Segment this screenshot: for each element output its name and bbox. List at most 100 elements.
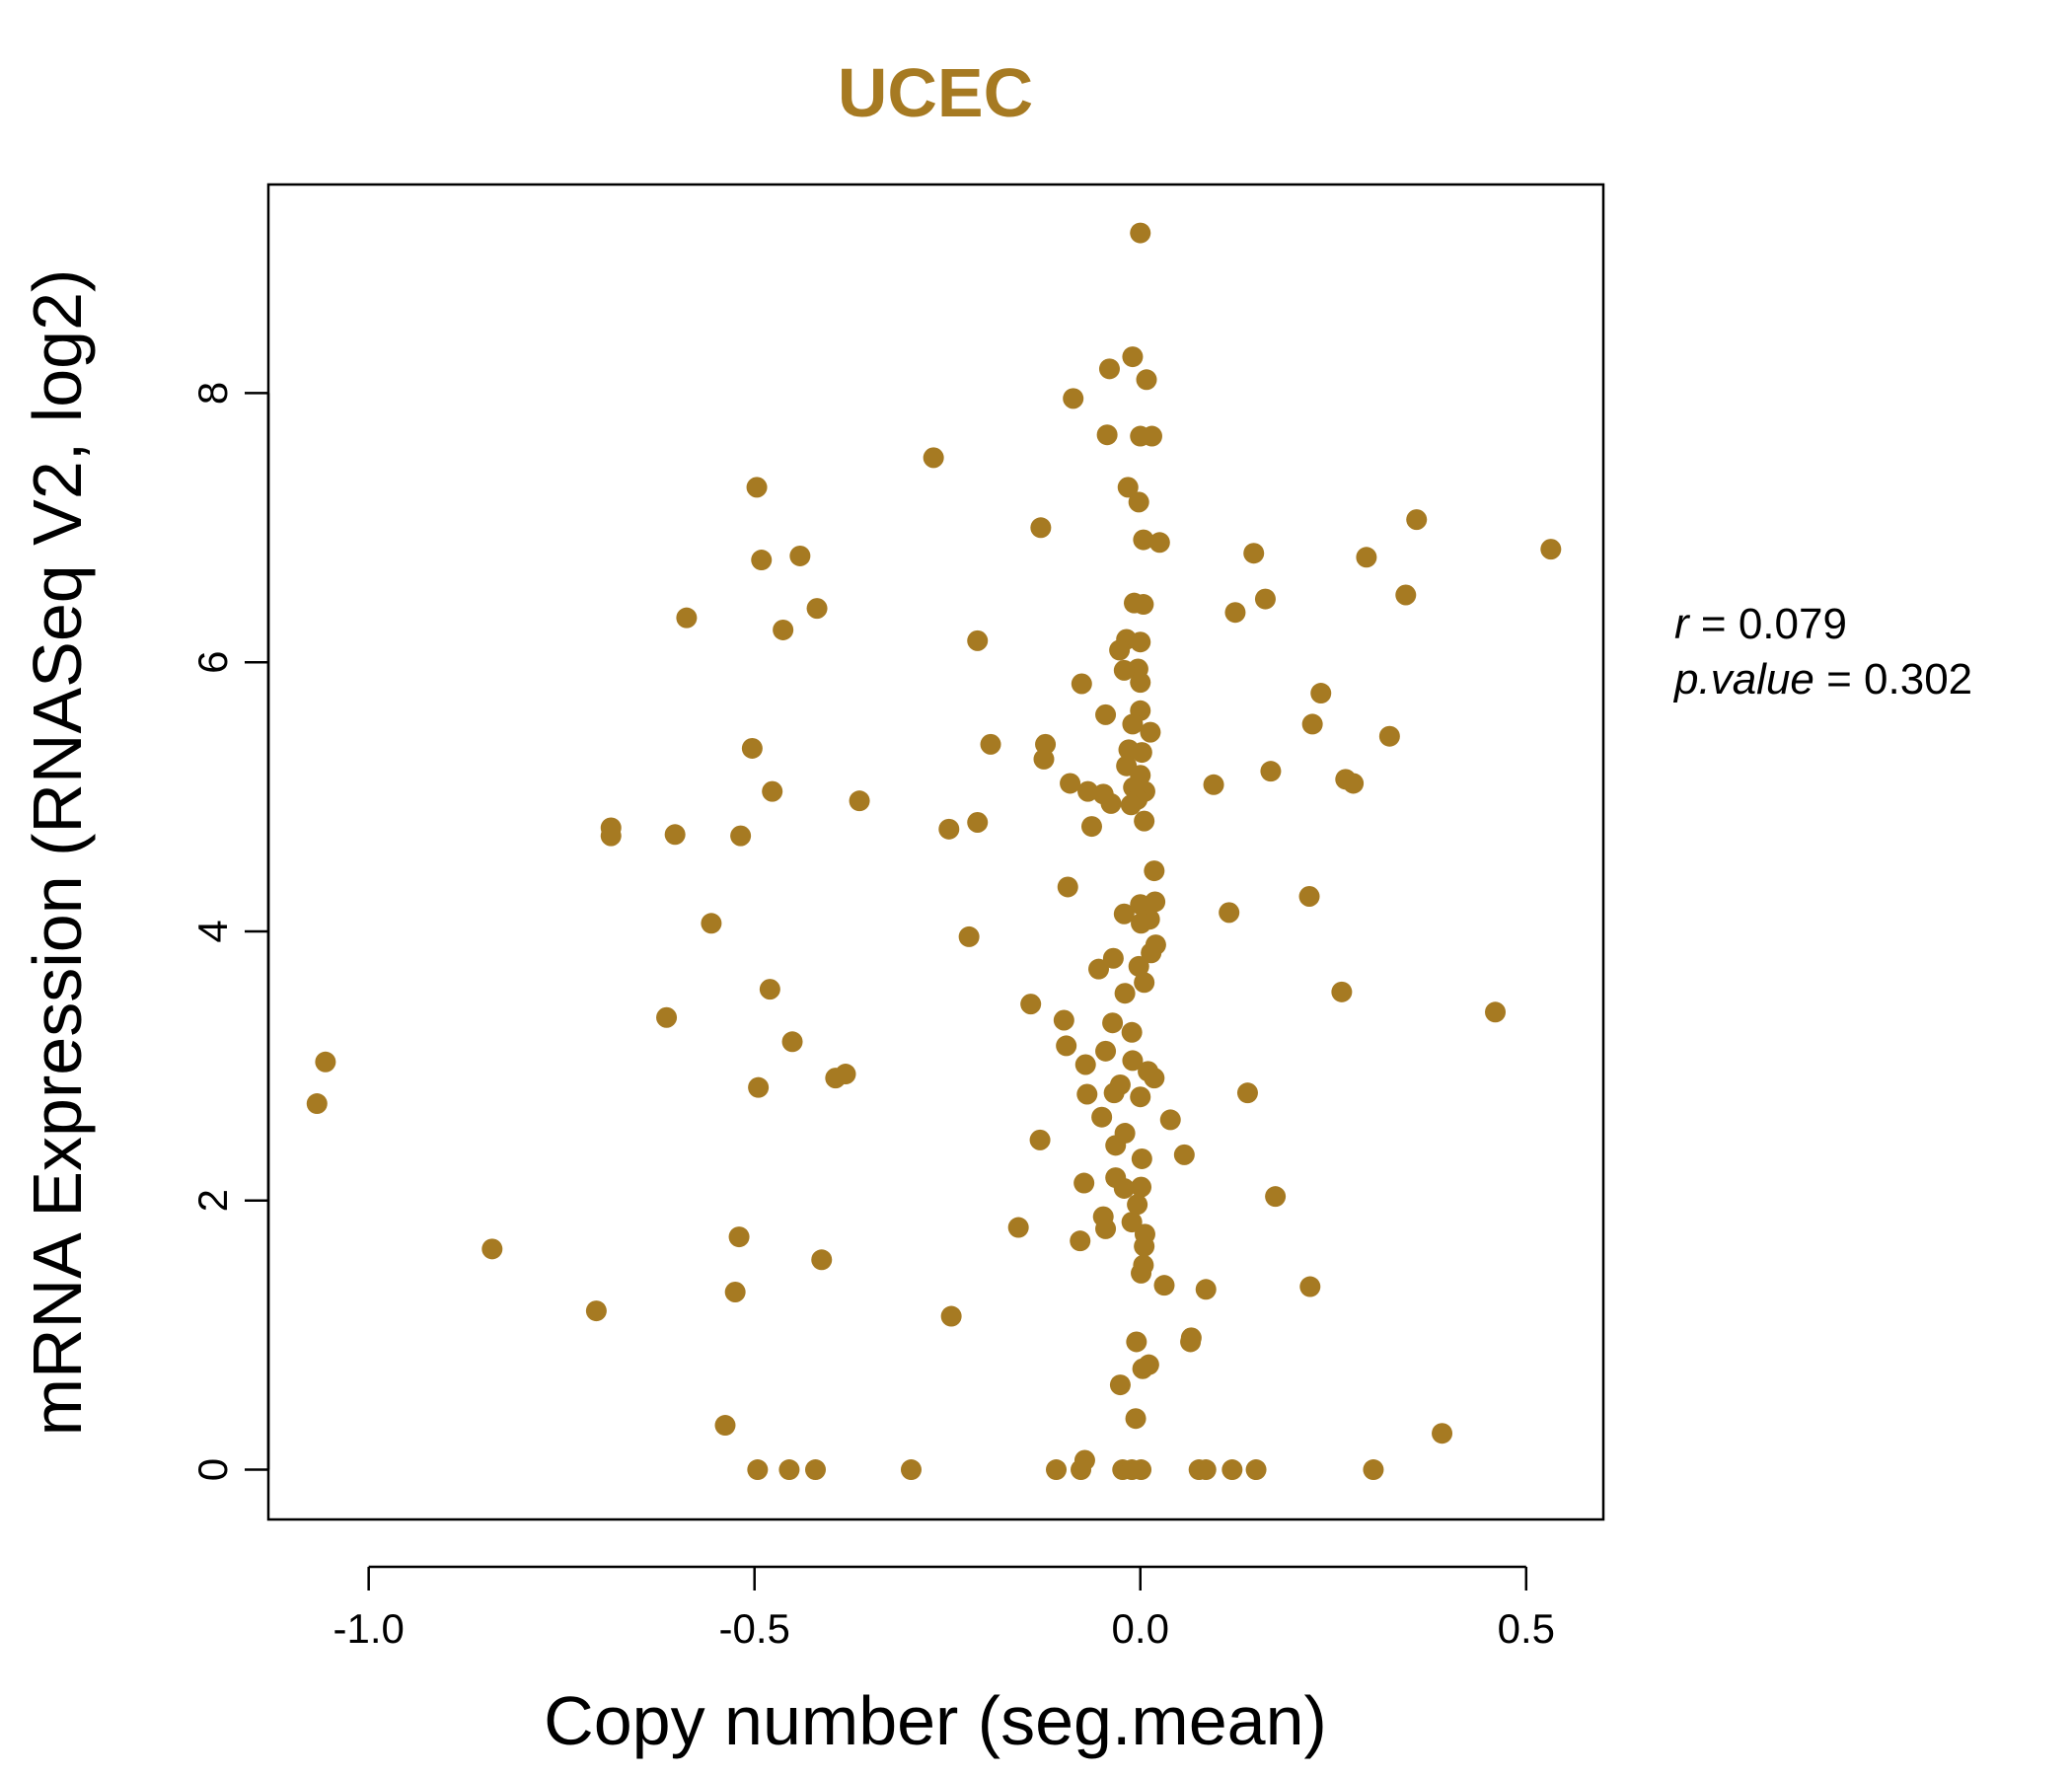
- data-point: [781, 1031, 803, 1053]
- data-point: [1299, 1276, 1321, 1297]
- data-point: [1057, 876, 1078, 898]
- data-point: [1114, 983, 1136, 1004]
- data-point: [1102, 947, 1124, 969]
- data-point: [1131, 742, 1152, 764]
- data-point: [1265, 1186, 1287, 1208]
- y-tick-label: 8: [189, 382, 236, 405]
- x-tick-label: -1.0: [333, 1605, 404, 1652]
- x-tick-label: 0.5: [1498, 1605, 1555, 1652]
- data-point: [1134, 972, 1155, 994]
- y-tick-label: 0: [189, 1458, 236, 1481]
- data-point: [1029, 1129, 1051, 1150]
- y-axis: 0 2 4 6 8: [189, 382, 270, 1481]
- data-point: [1406, 509, 1428, 531]
- data-point: [1131, 1176, 1152, 1198]
- data-point: [1127, 1194, 1148, 1216]
- data-point: [1195, 1279, 1217, 1300]
- data-point: [1245, 1459, 1267, 1481]
- data-point: [1113, 903, 1135, 925]
- data-point: [1063, 388, 1084, 409]
- data-point: [967, 811, 989, 833]
- data-point: [1122, 1050, 1144, 1072]
- data-point: [1298, 886, 1320, 908]
- data-point: [1395, 584, 1417, 606]
- data-point: [1056, 1035, 1077, 1057]
- data-point: [1260, 761, 1282, 782]
- data-point: [923, 447, 944, 469]
- data-point: [1134, 810, 1155, 832]
- data-point: [1148, 532, 1170, 554]
- data-point: [804, 1459, 826, 1481]
- r-statistic: r = 0.079: [1674, 600, 1847, 648]
- data-point: [746, 477, 768, 498]
- data-point: [1363, 1459, 1384, 1481]
- data-point: [1131, 1262, 1152, 1284]
- data-point: [1173, 1144, 1195, 1165]
- data-point: [1432, 1423, 1453, 1444]
- data-point: [1060, 773, 1081, 794]
- data-point: [1070, 1230, 1091, 1252]
- data-point: [730, 825, 752, 847]
- data-point: [1356, 547, 1377, 568]
- data-point: [1221, 1459, 1243, 1481]
- data-point: [1128, 955, 1149, 977]
- data-point: [481, 1238, 503, 1260]
- data-point: [1130, 894, 1151, 916]
- data-point: [1088, 958, 1110, 980]
- data-point: [1141, 942, 1162, 964]
- data-point: [1343, 773, 1365, 794]
- data-point: [1140, 721, 1161, 743]
- data-point: [1378, 725, 1400, 747]
- data-point: [1074, 1054, 1096, 1075]
- data-point: [741, 737, 763, 759]
- data-point: [714, 1415, 736, 1437]
- y-tick-label: 6: [189, 651, 236, 674]
- plot-frame: [266, 183, 1605, 1521]
- data-point: [980, 733, 1001, 755]
- data-point: [1109, 1374, 1131, 1396]
- data-point: [1113, 1177, 1135, 1199]
- data-point: [1095, 1040, 1117, 1062]
- data-point: [1121, 1021, 1143, 1043]
- data-point: [825, 1068, 847, 1089]
- data-point: [811, 1249, 833, 1271]
- data-point: [1485, 1001, 1507, 1023]
- data-point: [600, 825, 622, 847]
- data-point: [938, 818, 960, 840]
- data-point: [940, 1305, 962, 1327]
- data-point: [1105, 1135, 1127, 1156]
- data-point: [1071, 673, 1092, 695]
- data-point: [1141, 425, 1162, 447]
- data-point: [1080, 816, 1102, 838]
- data-point: [1203, 774, 1224, 795]
- data-point: [1144, 1068, 1165, 1089]
- p-value: 0.302: [1864, 655, 1972, 703]
- data-point: [1095, 1218, 1117, 1239]
- data-point: [806, 598, 828, 620]
- data-point: [1076, 1083, 1098, 1105]
- data-point: [1254, 588, 1276, 610]
- data-point: [1053, 1009, 1074, 1031]
- data-point: [759, 979, 780, 1000]
- data-point: [1134, 1235, 1155, 1257]
- data-point: [1219, 902, 1240, 924]
- data-point: [1243, 543, 1265, 564]
- data-points: [306, 222, 1562, 1481]
- data-point: [1100, 792, 1122, 814]
- data-point: [1071, 1459, 1092, 1481]
- data-point: [1130, 631, 1151, 653]
- data-point: [664, 824, 686, 846]
- data-point: [1007, 1217, 1029, 1238]
- data-point: [1120, 794, 1142, 816]
- data-point: [1236, 1082, 1258, 1104]
- y-tick-label: 4: [189, 920, 236, 942]
- data-point: [1224, 602, 1246, 624]
- data-point: [1132, 1358, 1153, 1379]
- x-tick-label: -0.5: [719, 1605, 790, 1652]
- data-point: [585, 1300, 607, 1322]
- data-point: [1136, 369, 1157, 391]
- data-point: [1109, 639, 1131, 661]
- r-label: r: [1674, 600, 1691, 648]
- x-tick-label: 0.0: [1112, 1605, 1169, 1652]
